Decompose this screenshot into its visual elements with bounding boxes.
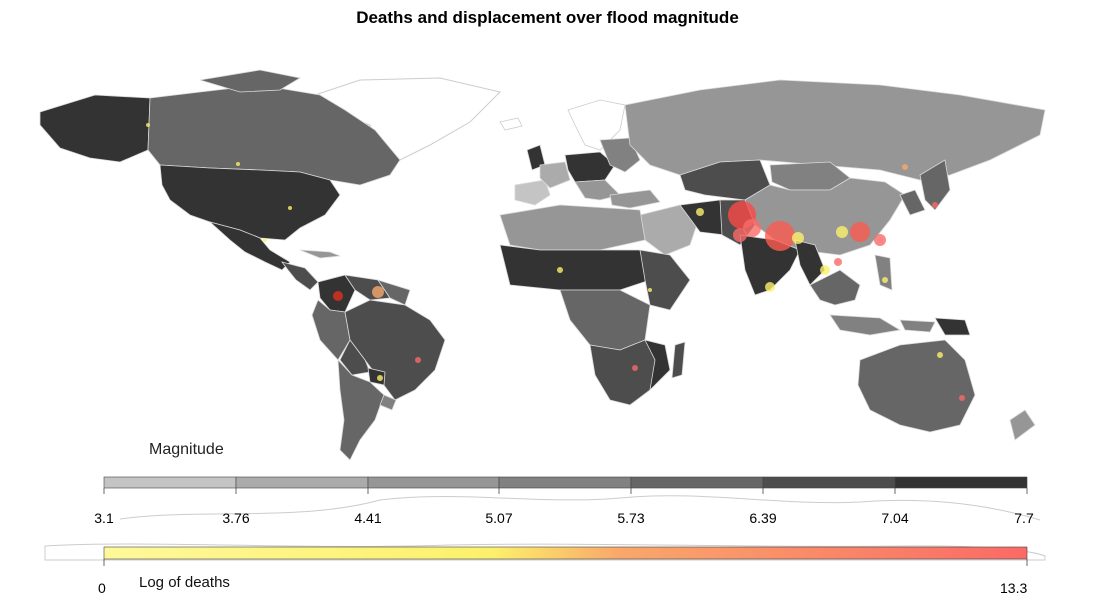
magnitude-bin-6 [762, 476, 896, 489]
deaths-legend-label: Log of deaths [139, 574, 230, 591]
cuba [299, 249, 341, 259]
korea-japan [899, 159, 951, 216]
marker [874, 234, 886, 246]
indonesia [829, 314, 936, 336]
oceania [857, 339, 1036, 441]
deaths-legend-min: 0 [98, 580, 106, 596]
flood-markers [146, 123, 965, 401]
magnitude-tick: 7.04 [881, 510, 909, 526]
italy-balkans [574, 179, 621, 201]
magnitude-bin-7 [894, 476, 1028, 489]
marker [696, 208, 704, 216]
marker [372, 286, 384, 298]
marker [557, 267, 563, 273]
magnitude-bin-2 [235, 476, 369, 489]
sahel [499, 244, 651, 291]
marker [882, 277, 888, 283]
marker [937, 352, 943, 358]
marker [836, 226, 848, 238]
eastern-europe [599, 137, 641, 173]
magnitude-tick: 3.1 [94, 510, 114, 526]
russia [624, 79, 1046, 181]
north-africa [499, 204, 646, 251]
marker [415, 357, 421, 363]
alaska [39, 94, 151, 163]
marker [333, 291, 343, 301]
uruguay [379, 394, 397, 411]
central-america [280, 261, 319, 291]
chart-title: Deaths and displacement over flood magni… [356, 8, 739, 27]
magnitude-bin-1 [103, 476, 237, 489]
marker [733, 228, 747, 242]
asia [624, 79, 1046, 336]
deaths-legend-max: 13.3 [1000, 580, 1028, 596]
new-zealand [1009, 409, 1036, 441]
south-america [311, 274, 446, 461]
marker [902, 164, 908, 170]
africa [499, 204, 691, 406]
marker [765, 221, 795, 251]
france [539, 161, 571, 189]
magnitude-bin-5 [630, 476, 764, 489]
marker [743, 219, 761, 237]
southeast-asia [809, 269, 861, 306]
marker [648, 288, 652, 292]
marker [959, 395, 965, 401]
magnitude-tick: 5.07 [485, 510, 513, 526]
marker [792, 232, 804, 244]
marker [834, 258, 842, 266]
marker [820, 265, 830, 275]
marker [288, 206, 292, 210]
papua [934, 317, 971, 336]
turkey [609, 189, 661, 209]
magnitude-tick: 3.76 [222, 510, 250, 526]
marker [850, 222, 870, 242]
marker [377, 375, 383, 381]
north-america [39, 69, 401, 291]
magnitude-tick: 4.41 [354, 510, 382, 526]
deaths-legend-bar [103, 546, 1028, 566]
marker [263, 238, 267, 242]
marker [632, 365, 638, 371]
magnitude-tick: 6.39 [749, 510, 777, 526]
marker [236, 162, 240, 166]
mozambique [644, 339, 671, 392]
europe [499, 99, 661, 209]
magnitude-bin-3 [367, 476, 500, 489]
iberia [514, 179, 551, 206]
bolivia [339, 339, 371, 376]
marker [146, 123, 150, 127]
philippines [874, 254, 893, 291]
magnitude-tick: 5.73 [617, 510, 645, 526]
bangladesh-myanmar [794, 239, 826, 286]
canada-arctic [199, 69, 302, 93]
usa [159, 164, 341, 241]
magnitude-tick: 7.7 [1014, 510, 1034, 526]
magnitude-legend-bar [103, 476, 1028, 494]
magnitude-legend-label: Magnitude [149, 441, 224, 458]
madagascar [671, 341, 686, 379]
marker [765, 282, 775, 292]
iceland [499, 117, 523, 131]
peru-ecuador [311, 299, 351, 361]
magnitude-bin-4 [498, 476, 632, 489]
east-africa [639, 249, 691, 311]
marker [932, 202, 938, 208]
central-africa [559, 289, 651, 351]
australia [857, 339, 976, 433]
chile-argentina [337, 358, 385, 461]
